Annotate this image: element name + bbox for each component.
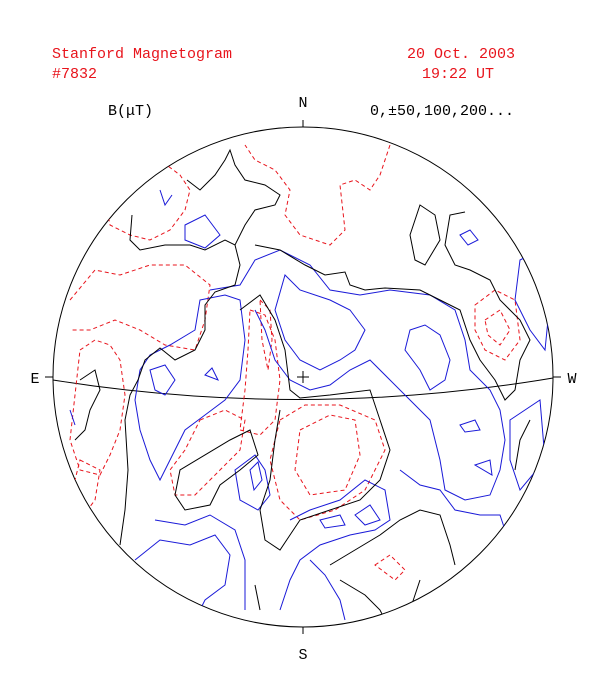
- contours: [69, 144, 551, 627]
- title: Stanford Magnetogram: [52, 46, 232, 63]
- south-label: S: [298, 647, 307, 664]
- levels-label: 0,±50,100,200...: [370, 103, 514, 120]
- east-label: E: [30, 371, 39, 388]
- number: #7832: [52, 66, 97, 83]
- west-label: W: [567, 371, 576, 388]
- date: 20 Oct. 2003: [407, 46, 515, 63]
- disk-frame: [45, 120, 561, 634]
- unit-label: B(μT): [108, 103, 153, 120]
- time: 19:22 UT: [422, 66, 494, 83]
- north-label: N: [298, 95, 307, 112]
